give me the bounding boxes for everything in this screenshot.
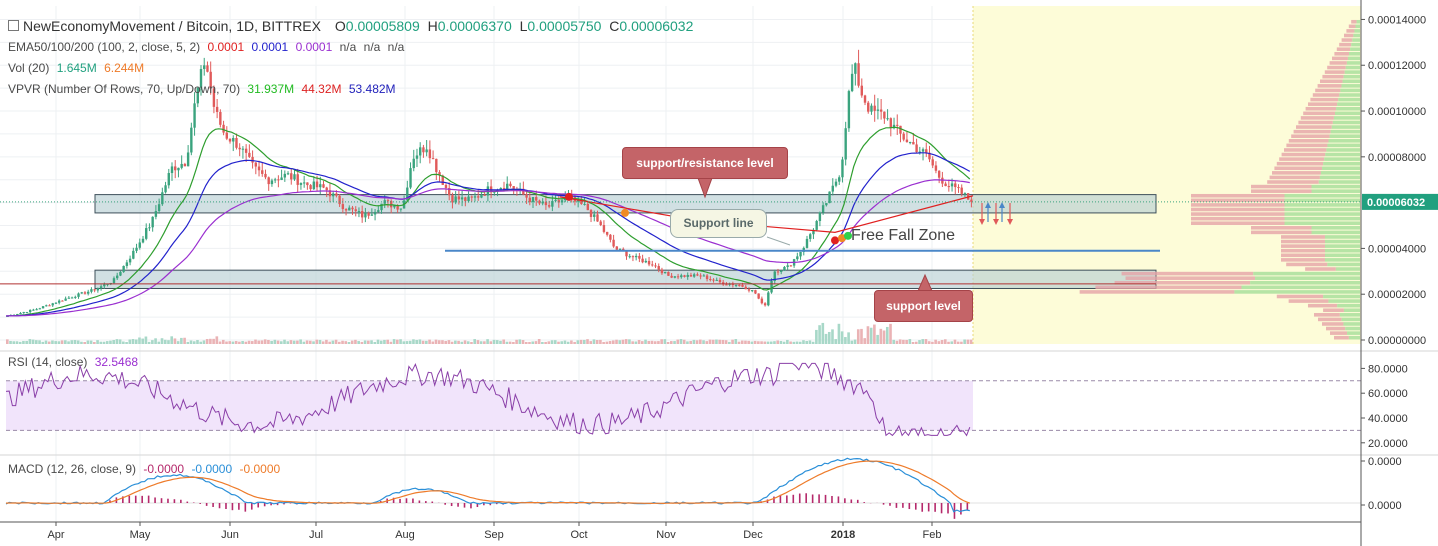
close-label: C <box>609 18 620 34</box>
ema-value-3: 0.0001 <box>295 40 333 54</box>
rsi-axis-label: 40.0000 <box>1368 413 1408 425</box>
vpvr-label: VPVR (Number Of Rows, 70, Up/Down, 70) <box>8 82 241 96</box>
low-value: 0.00005750 <box>527 18 602 34</box>
ema-value-2: 0.0001 <box>251 40 289 54</box>
ema-na-2: n/a <box>363 40 381 54</box>
vol-label: Vol (20) <box>8 61 50 75</box>
support-resistance-label[interactable]: support/resistance level <box>622 147 788 179</box>
close-value: 0.00006032 <box>619 18 694 34</box>
macd-signal-value: -0.0000 <box>239 462 281 476</box>
vpvr-value-2: 44.32M <box>301 82 342 96</box>
vol-value-2: 6.244M <box>104 61 145 75</box>
time-axis-label: Sep <box>484 529 504 541</box>
collapse-icon[interactable] <box>8 20 19 31</box>
ema-value-1: 0.0001 <box>207 40 245 54</box>
price-axis-label: 0.00004000 <box>1368 243 1426 255</box>
rsi-axis-label: 80.0000 <box>1368 363 1408 375</box>
legend-vol: Vol (20) 1.645M 6.244M <box>8 61 148 75</box>
vpvr-value-3: 53.482M <box>348 82 396 96</box>
legend-ema: EMA50/100/200 (100, 2, close, 5, 2) 0.00… <box>8 40 408 54</box>
time-axis-label: Apr <box>47 529 64 541</box>
support-line-label[interactable]: Support line <box>670 209 767 238</box>
time-axis-label: 2018 <box>831 529 855 541</box>
high-label: H <box>427 18 438 34</box>
price-axis-label: 0.00002000 <box>1368 289 1426 301</box>
high-value: 0.00006370 <box>437 18 512 34</box>
time-axis-label: Feb <box>923 529 942 541</box>
time-axis-label: Jun <box>221 529 239 541</box>
vpvr-value-1: 31.937M <box>247 82 295 96</box>
rsi-axis-label: 20.0000 <box>1368 438 1408 450</box>
time-axis-label: Aug <box>395 529 415 541</box>
ema-label: EMA50/100/200 (100, 2, close, 5, 2) <box>8 40 201 54</box>
price-axis-current-label: 0.00006032 <box>1367 197 1425 209</box>
time-axis-label: Jul <box>309 529 323 541</box>
rsi-pane <box>0 350 1438 437</box>
free-fall-zone-label[interactable]: Free Fall Zone <box>851 227 956 244</box>
ema-na-1: n/a <box>339 40 357 54</box>
rsi-value: 32.5468 <box>94 355 139 369</box>
time-axis-label: Dec <box>743 529 763 541</box>
time-axis-label: Nov <box>656 529 676 541</box>
price-axis-label: 0.00010000 <box>1368 106 1426 118</box>
support-level-label[interactable]: support level <box>874 290 973 322</box>
price-axis-label: 0.00012000 <box>1368 60 1426 72</box>
drawings <box>0 177 1361 292</box>
low-label: L <box>519 18 528 34</box>
time-axis-label: Oct <box>570 529 587 541</box>
symbol-title: NewEconomyMovement / Bitcoin, 1D, BITTRE… <box>23 18 321 34</box>
vol-value-1: 1.645M <box>56 61 97 75</box>
macd-hist-value: -0.0000 <box>143 462 185 476</box>
macd-pane <box>0 454 1438 519</box>
macd-label: MACD (12, 26, close, 9) <box>8 462 137 476</box>
time-axis-label: May <box>130 529 151 541</box>
ema-lines <box>5 126 974 317</box>
legend-vpvr: VPVR (Number Of Rows, 70, Up/Down, 70) 3… <box>8 82 400 96</box>
macd-value: -0.0000 <box>191 462 233 476</box>
macd-axis-label: 0.0000 <box>1368 456 1402 468</box>
volume-profile <box>1079 19 1360 340</box>
ema-na-3: n/a <box>387 40 405 54</box>
price-axis-label: 0.00014000 <box>1368 14 1426 26</box>
legend-rsi: RSI (14, close) 32.5468 <box>8 355 142 369</box>
open-label: O <box>334 18 346 34</box>
open-value: 0.00005809 <box>345 18 420 34</box>
volume-bars <box>6 322 973 344</box>
legend-title: NewEconomyMovement / Bitcoin, 1D, BITTRE… <box>8 18 697 34</box>
price-axis-label: 0.00008000 <box>1368 152 1426 164</box>
price-axis-label: 0.00000000 <box>1368 335 1426 347</box>
rsi-axis-label: 60.0000 <box>1368 388 1408 400</box>
rsi-label: RSI (14, close) <box>8 355 88 369</box>
legend-macd: MACD (12, 26, close, 9) -0.0000 -0.0000 … <box>8 462 284 476</box>
macd-axis-label: 0.0000 <box>1368 500 1402 512</box>
